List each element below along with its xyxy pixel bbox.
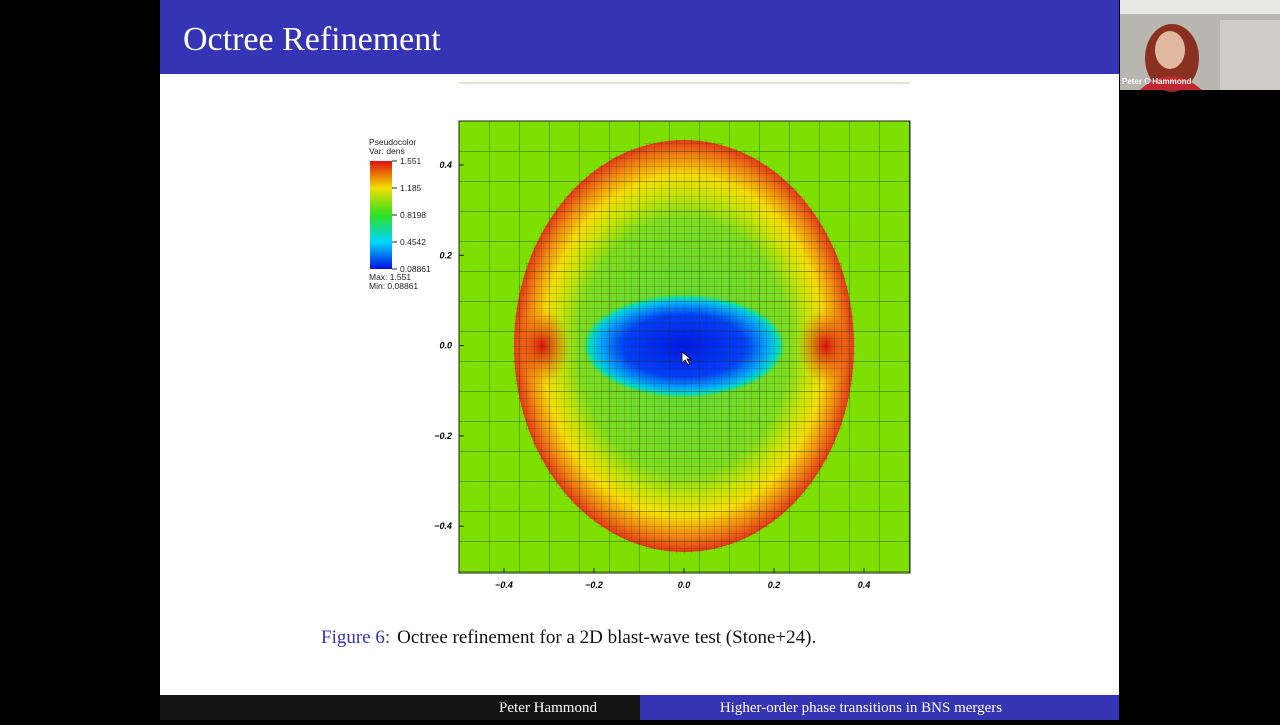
- webcam-name: Peter C Hammond: [1122, 77, 1191, 86]
- colorbar: [370, 161, 392, 269]
- y-tick-label: −0.4: [434, 521, 452, 531]
- slide-title: Octree Refinement: [183, 21, 441, 58]
- footer-author: Peter Hammond: [499, 700, 597, 716]
- x-tick-label: 0.2: [768, 580, 781, 590]
- y-tick-label: −0.2: [434, 431, 452, 441]
- y-tick-label: 0.4: [439, 160, 452, 170]
- legend-title: Pseudocolor: [369, 137, 416, 147]
- footer-left: [160, 695, 640, 720]
- caption-text: Octree refinement for a 2D blast-wave te…: [397, 627, 816, 648]
- colorbar-label: 0.08861: [400, 264, 431, 274]
- legend-variable: Var: dens: [369, 146, 405, 156]
- wall-panel: [1220, 20, 1280, 90]
- x-tick-label: 0.0: [678, 580, 691, 590]
- x-tick-label: −0.4: [495, 580, 513, 590]
- person-face: [1155, 31, 1185, 69]
- x-tick-label: −0.2: [585, 580, 603, 590]
- y-tick-label: 0.2: [439, 250, 452, 260]
- colorbar-label: 0.8198: [400, 210, 426, 220]
- mouse-cursor: [681, 351, 693, 366]
- colorbar-legend: Pseudocolor Var: dens 1.551 1.185 0.8198 0.…: [369, 137, 431, 291]
- legend-min: Min: 0.08861: [369, 281, 418, 291]
- axis-ticks: −0.4 −0.2 0.0 0.2 0.4 0.4 0.2 0.0 −0.2 −0.4: [434, 160, 870, 590]
- legend-max: Max: 1.551: [369, 272, 411, 282]
- colorbar-label: 1.551: [400, 156, 422, 166]
- webcam: Peter C Hammond: [1120, 0, 1280, 92]
- footer-talk: Higher-order phase transitions in BNS me…: [720, 700, 1002, 716]
- colorbar-label: 0.4542: [400, 237, 426, 247]
- colorbar-label: 1.185: [400, 183, 422, 193]
- x-tick-label: 0.4: [858, 580, 871, 590]
- person-shoulders: [1140, 76, 1202, 90]
- colorbar-levels: 1.551 1.185 0.8198 0.4542 0.08861: [392, 156, 431, 274]
- caption: Figure 6: Octree refinement for a 2D blas…: [321, 627, 816, 648]
- fine-grid: [512, 138, 856, 554]
- caption-label: Figure 6:: [321, 627, 390, 648]
- title-bar: [160, 0, 1119, 74]
- plot: [458, 120, 911, 574]
- footer-right: [640, 695, 1119, 720]
- ceiling: [1120, 0, 1280, 14]
- y-tick-label: 0.0: [439, 341, 452, 351]
